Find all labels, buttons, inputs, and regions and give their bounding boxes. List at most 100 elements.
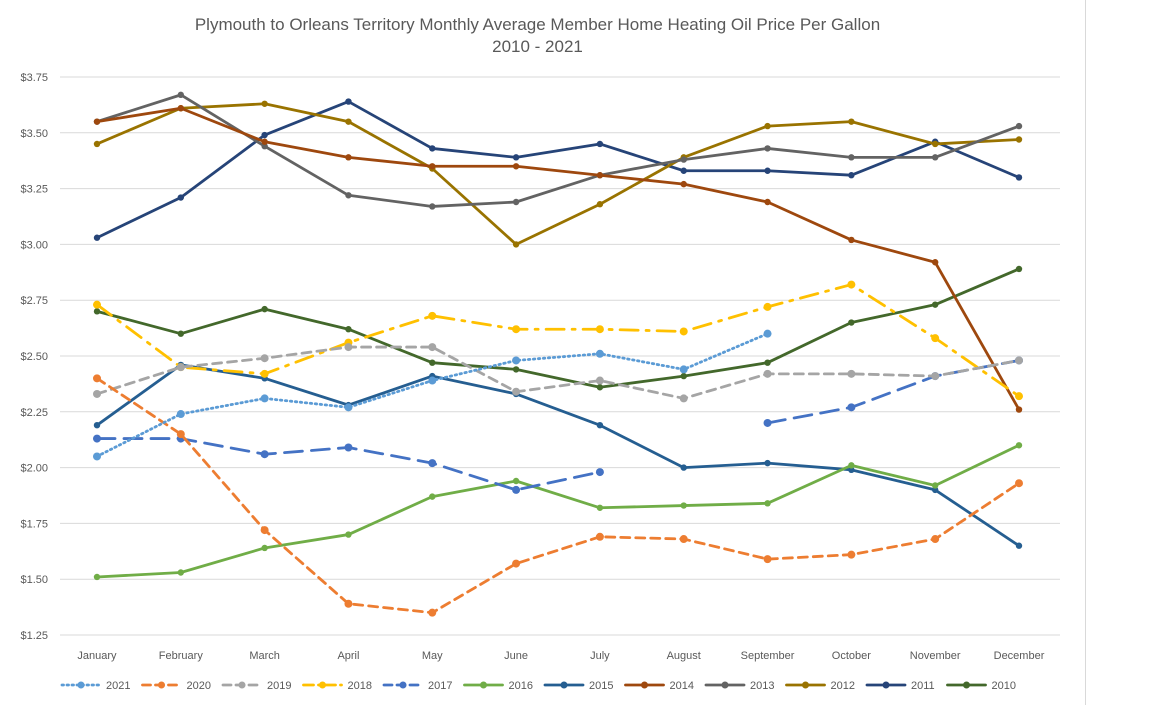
data-point-2010 [680, 372, 687, 380]
data-point-2020 [93, 374, 101, 383]
data-point-2011 [93, 234, 101, 241]
data-point-2010 [93, 308, 101, 315]
data-point-2014 [512, 163, 520, 170]
legend-label: 2021 [106, 680, 130, 692]
data-point-2020 [679, 535, 688, 544]
data-point-2011 [680, 167, 687, 174]
series-line-2014 [95, 106, 1021, 411]
legend-item-2012: 2012 [785, 680, 855, 692]
series-2015 [93, 361, 1023, 549]
series-2016 [93, 442, 1023, 581]
x-tick-label: November [910, 650, 961, 662]
data-point-2014 [93, 118, 101, 125]
data-point-2013 [429, 203, 436, 210]
data-point-2018 [763, 302, 772, 311]
data-point-2013 [261, 142, 268, 150]
data-point-2021 [512, 356, 521, 365]
data-point-2013 [512, 198, 520, 206]
data-point-2015 [931, 486, 939, 494]
data-point-2011 [764, 167, 771, 174]
data-point-2011 [512, 154, 520, 161]
data-point-2014 [429, 163, 436, 170]
data-point-2021 [679, 365, 688, 374]
data-point-2017 [763, 418, 772, 427]
data-point-2016 [764, 500, 771, 507]
y-tick-label: $3.50 [20, 128, 48, 140]
legend-label: 2019 [267, 680, 291, 692]
y-tick-label: $2.50 [20, 351, 48, 363]
series-line-2016 [95, 443, 1021, 579]
legend-marker [319, 681, 326, 689]
data-point-2021 [344, 403, 353, 412]
legend-label: 2015 [589, 680, 613, 692]
legend-label: 2012 [831, 680, 855, 692]
chart-title: Plymouth to Orleans Territory Monthly Av… [0, 14, 1075, 58]
legend-item-2011: 2011 [865, 680, 935, 692]
data-point-2012 [764, 122, 771, 130]
data-point-2014 [345, 154, 352, 161]
legend-marker [480, 681, 487, 689]
data-point-2017 [512, 485, 521, 494]
data-point-2018 [260, 369, 269, 378]
data-point-2021 [428, 376, 437, 385]
y-tick-label: $2.00 [20, 463, 48, 475]
x-tick-label: October [832, 650, 871, 662]
x-tick-label: September [741, 650, 795, 662]
data-point-2019 [344, 343, 353, 352]
legend-item-2010: 2010 [946, 680, 1016, 692]
legend-marker [77, 681, 85, 689]
data-point-2019 [260, 354, 269, 363]
data-point-2015 [1015, 542, 1023, 549]
legend: 2021 2020 2019 2018 2017 2016 2015 2014 2013 2012… [60, 680, 1016, 692]
data-point-2018 [847, 280, 856, 289]
data-point-2019 [1015, 356, 1023, 365]
data-point-2013 [177, 91, 185, 99]
data-point-2016 [429, 493, 436, 500]
x-tick-label: March [249, 650, 280, 662]
data-point-2012 [848, 118, 855, 125]
y-tick-label: $1.75 [20, 518, 48, 530]
data-point-2019 [93, 389, 101, 398]
data-point-2011 [848, 172, 855, 179]
data-point-2014 [1015, 406, 1023, 413]
data-point-2021 [763, 329, 772, 338]
data-point-2012 [1015, 136, 1023, 143]
data-point-2010 [764, 359, 771, 366]
data-point-2020 [847, 550, 856, 559]
y-tick-label: $1.50 [20, 574, 48, 586]
legend-item-2019: 2019 [221, 680, 291, 692]
data-point-2019 [763, 369, 772, 378]
data-point-2013 [764, 145, 771, 152]
data-point-2019 [176, 363, 185, 372]
legend-marker [158, 681, 165, 689]
legend-item-2017: 2017 [382, 680, 452, 692]
x-tick-label: February [159, 650, 204, 662]
data-point-2011 [261, 131, 268, 139]
data-point-2010 [177, 330, 185, 337]
y-tick-label: $1.25 [20, 630, 48, 642]
series-2012 [93, 100, 1023, 248]
legend-label: 2018 [348, 680, 372, 692]
series-line-2012 [95, 102, 1021, 246]
legend-item-2016: 2016 [463, 680, 533, 692]
y-tick-label: $2.75 [20, 295, 48, 307]
data-point-2012 [596, 201, 604, 208]
data-point-2018 [428, 311, 437, 320]
x-tick-label: July [590, 650, 610, 662]
legend-marker [882, 681, 890, 689]
data-point-2018 [931, 334, 940, 343]
legend-item-2020: 2020 [141, 680, 211, 692]
legend-label: 2016 [509, 680, 533, 692]
data-point-2019 [428, 343, 437, 352]
data-point-2014 [261, 138, 268, 145]
data-point-2016 [261, 544, 268, 552]
data-point-2019 [847, 369, 856, 378]
legend-marker [963, 681, 970, 689]
data-point-2017 [260, 450, 269, 459]
series-2021 [93, 329, 772, 461]
data-point-2013 [680, 156, 687, 163]
data-point-2013 [1015, 122, 1023, 130]
legend-marker [641, 681, 648, 689]
data-point-2016 [1015, 442, 1023, 449]
